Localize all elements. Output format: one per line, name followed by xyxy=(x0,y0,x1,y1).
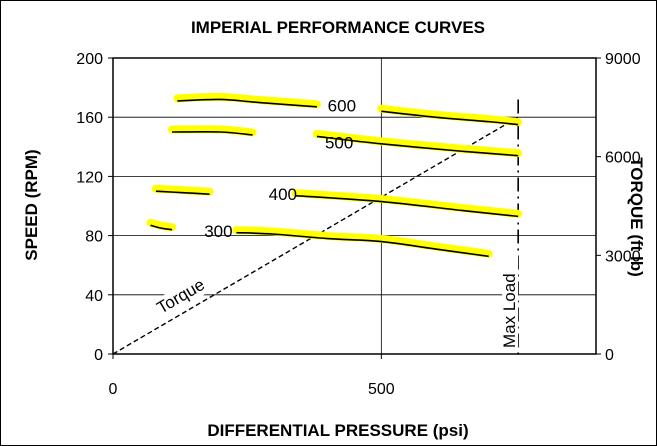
x-tick-label: 0 xyxy=(109,381,118,398)
x-tick-label: 500 xyxy=(368,381,395,398)
y-tick-label: 120 xyxy=(76,169,103,186)
y-tick-label: 80 xyxy=(85,229,103,246)
curve-highlight-600 xyxy=(381,109,518,122)
y2-tick-label: 0 xyxy=(605,347,614,364)
y-tick-label: 40 xyxy=(85,288,103,305)
y-axis-ticks: 0 40 80 120 160 200 xyxy=(76,51,113,364)
curve-label-600: 600 xyxy=(328,96,356,115)
y-tick-label: 0 xyxy=(94,347,103,364)
y-tick-label: 160 xyxy=(76,110,103,127)
curve-label-500: 500 xyxy=(325,133,353,152)
max-load-label: Max Load xyxy=(500,273,519,348)
max-load-series: Max Load xyxy=(500,99,519,354)
y2-tick-label: 9000 xyxy=(605,51,641,68)
chart-title: IMPERIAL PERFORMANCE CURVES xyxy=(191,18,485,37)
x-axis-label: DIFFERENTIAL PRESSURE (psi) xyxy=(207,421,468,440)
y-axis-label: SPEED (RPM) xyxy=(22,149,41,260)
curve-label-300: 300 xyxy=(204,222,232,241)
y2-axis-label: TORQUE (ft lb) xyxy=(627,157,646,277)
y-tick-label: 200 xyxy=(76,51,103,68)
x-axis-ticks: 0 500 xyxy=(109,354,395,398)
curve-label-400: 400 xyxy=(269,185,297,204)
